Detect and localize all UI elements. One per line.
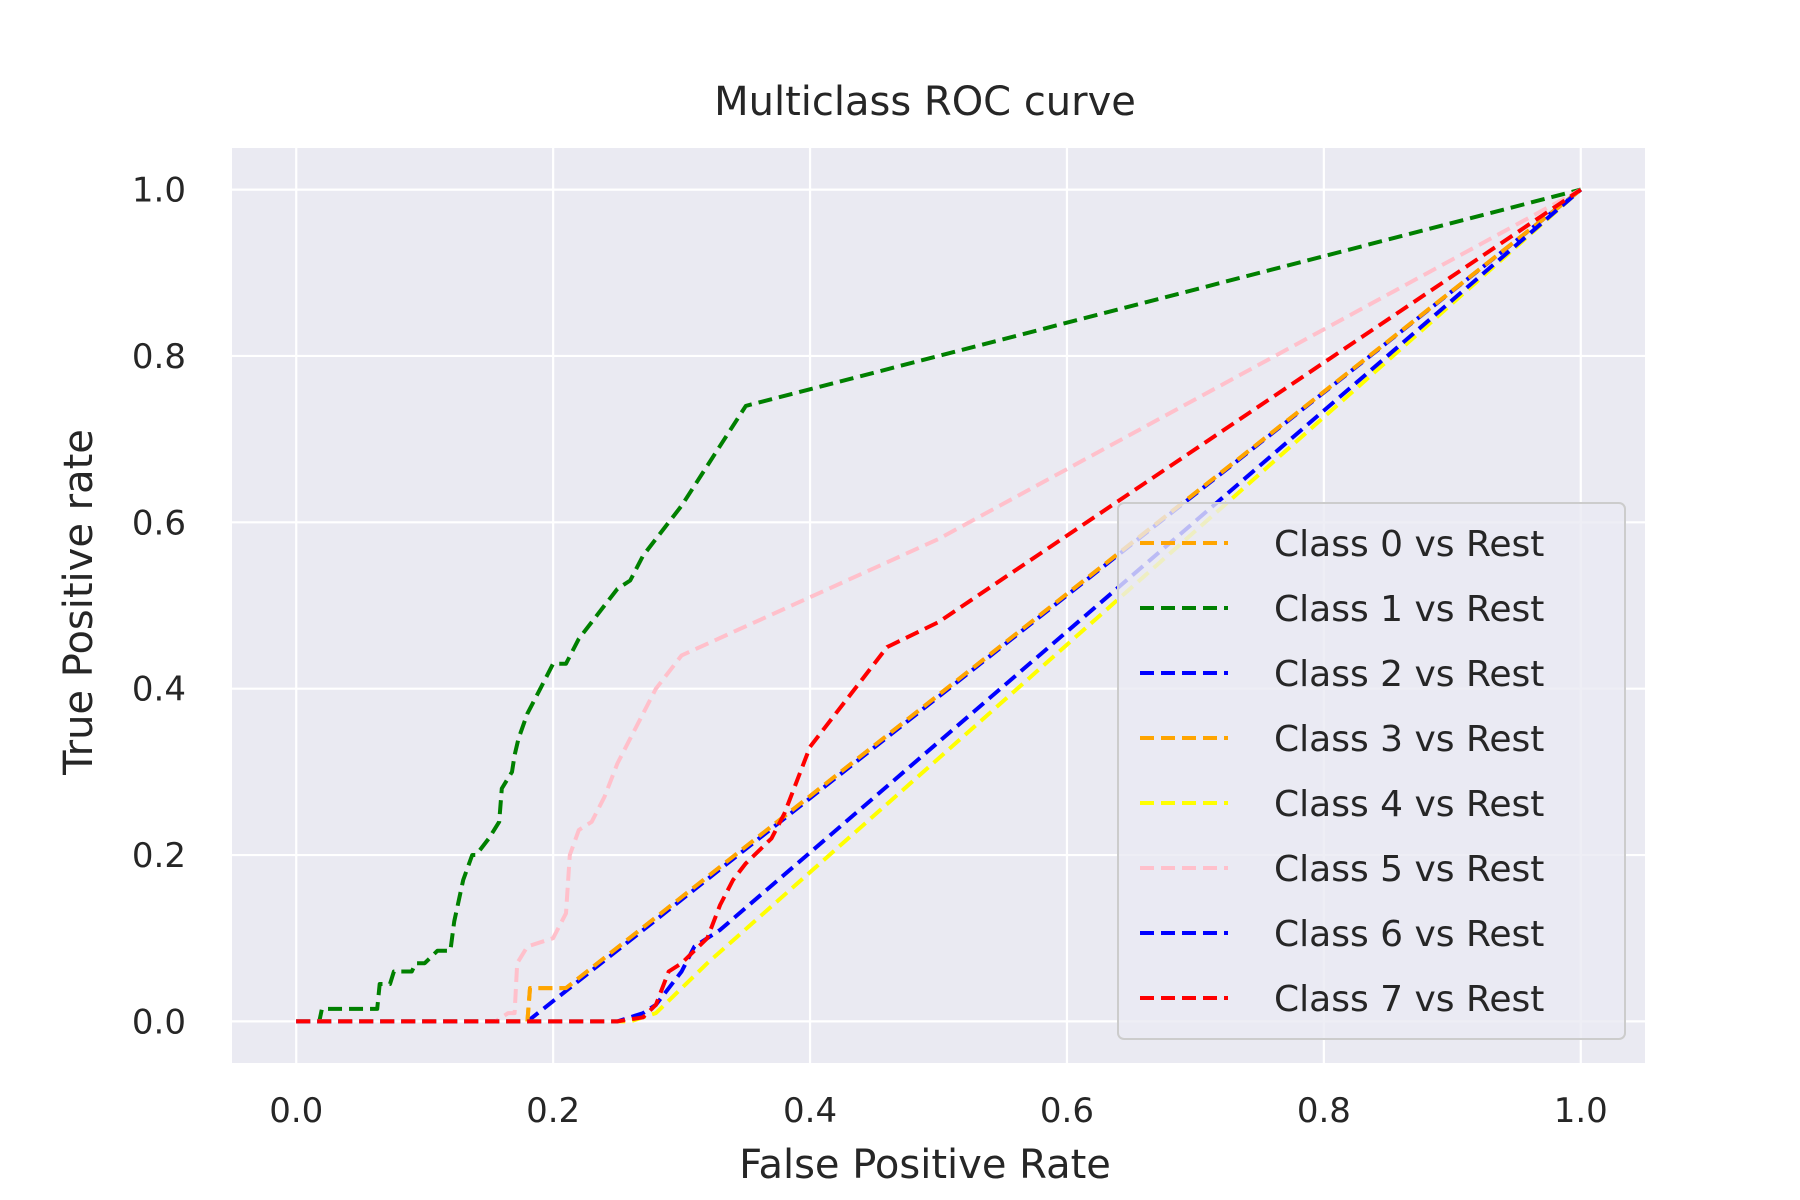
legend-label: Class 6 vs Rest [1274,914,1544,955]
y-tick-label: 0.0 [132,1002,186,1042]
x-ticks: 0.0 0.2 0.4 0.6 0.8 1.0 [269,1091,1608,1131]
chart-title: Multiclass ROC curve [714,79,1136,125]
x-tick-label: 0.6 [1040,1091,1094,1131]
y-tick-label: 0.8 [132,337,186,377]
x-tick-label: 0.2 [526,1091,580,1131]
x-tick-label: 1.0 [1554,1091,1608,1131]
legend-label: Class 7 vs Rest [1274,979,1544,1020]
legend-label: Class 1 vs Rest [1274,589,1544,630]
legend: Class 0 vs Rest Class 1 vs Rest Class 2 vs… [1117,502,1626,1040]
y-axis-label: True Positive rate [56,429,102,776]
series-group [296,187,1583,1024]
legend-box [1117,502,1626,1040]
legend-label: Class 2 vs Rest [1274,654,1544,695]
y-tick-label: 1.0 [132,171,186,211]
series-line-class-6 [296,188,1583,1024]
x-tick-label: 0.0 [269,1091,323,1131]
y-tick-label: 0.2 [132,836,186,876]
x-tick-label: 0.4 [783,1091,837,1131]
legend-label: Class 0 vs Rest [1274,524,1544,565]
series-line-class-1 [296,187,1582,1024]
x-axis-label: False Positive Rate [739,1142,1111,1188]
series-line-class-5 [296,187,1582,1024]
y-ticks: 0.0 0.2 0.4 0.6 0.8 1.0 [132,171,186,1043]
legend-label: Class 3 vs Rest [1274,719,1544,760]
y-tick-label: 0.6 [132,503,186,543]
series-line-class-7 [296,187,1582,1024]
legend-label: Class 4 vs Rest [1274,784,1544,825]
y-tick-label: 0.4 [132,670,186,710]
legend-label: Class 5 vs Rest [1274,849,1544,890]
x-tick-label: 0.8 [1297,1091,1351,1131]
